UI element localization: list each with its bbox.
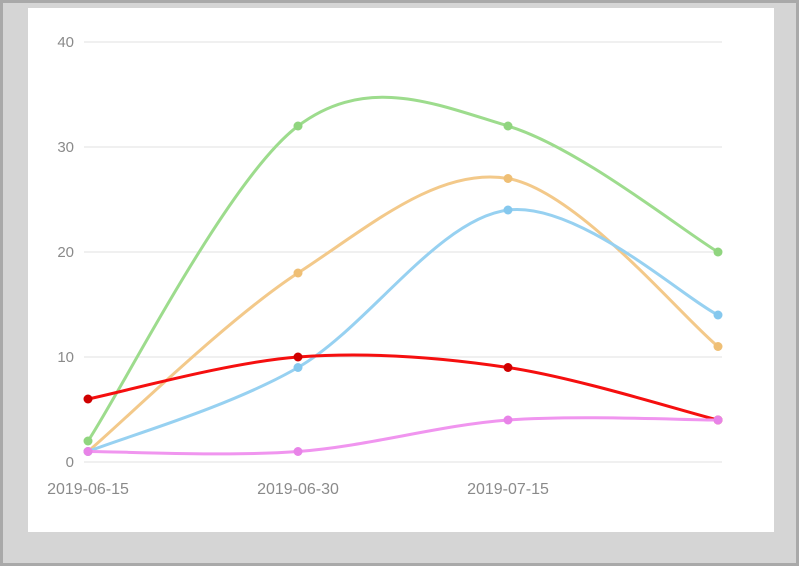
data-point-violet <box>293 447 303 456</box>
x-axis-tick-label: 2019-06-30 <box>257 481 339 498</box>
line-chart: 0 10 20 30 40 2019-06-15 2019-06-30 2019-07-15 <box>47 34 723 498</box>
data-point-green <box>293 121 303 131</box>
series-line-violet <box>86 416 720 456</box>
y-axis-tick-label: 0 <box>66 454 74 471</box>
y-axis-tick-label: 10 <box>57 349 74 366</box>
data-point-green <box>503 121 513 131</box>
x-axis-tick-label: 2019-07-15 <box>467 481 549 498</box>
data-point-violet <box>713 415 723 425</box>
data-point-tan <box>293 268 303 278</box>
data-point-violet <box>83 447 93 456</box>
data-point-red <box>83 394 93 404</box>
y-axis-tick-label: 20 <box>57 244 74 261</box>
series-line-blue <box>86 208 720 453</box>
data-point-blue <box>503 205 513 215</box>
data-point-red <box>293 352 303 362</box>
y-axis-tick-label: 30 <box>57 139 74 156</box>
series-line-red <box>86 353 720 422</box>
series-line-green <box>86 95 720 443</box>
y-axis-tick-label: 40 <box>57 34 74 51</box>
data-point-tan <box>503 174 513 183</box>
data-point-red <box>503 363 513 372</box>
x-axis-tick-label: 2019-06-15 <box>47 481 129 498</box>
series-line-tan <box>86 175 720 453</box>
data-point-green <box>713 247 723 257</box>
data-point-blue <box>293 363 303 372</box>
data-point-tan <box>713 342 723 351</box>
data-point-violet <box>503 415 513 425</box>
data-point-blue <box>713 310 723 320</box>
data-point-green <box>83 436 93 446</box>
chart-panel: 0 10 20 30 40 2019-06-15 2019-06-30 2019-07-15 <box>28 8 774 532</box>
